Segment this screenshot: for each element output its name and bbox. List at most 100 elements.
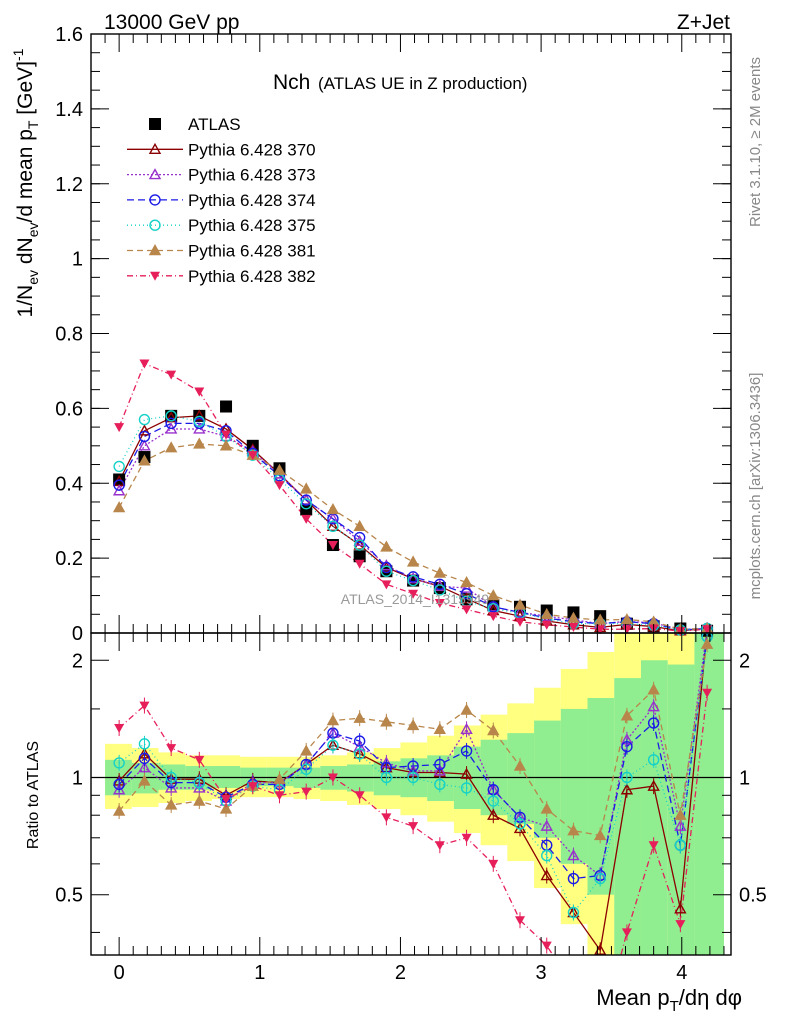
main-point-p375 [380,565,393,577]
ratio-line-p375 [118,636,708,914]
main-point-p381 [138,454,151,466]
ratio-point-p381 [112,804,126,816]
ratio-point-p382 [515,916,526,926]
main-point-p382 [488,612,499,622]
axes: 0 0.2 0.4 0.6 0.8 1 1.2 1.4 1.6 0 1 2 3 4 0.5 0.5 1 1 2 2 [55,24,767,984]
legend-marker-p374 [149,194,161,206]
legend-label-data: ATLAS [188,115,241,134]
ratio-point-p382 [488,859,499,869]
ratio-point-p375 [407,771,419,784]
ratio-point-p381 [487,724,500,736]
series-markers [112,359,714,637]
ratio-point-p375 [541,849,553,862]
main-line-p373 [118,428,708,631]
legend-marker-p382 [150,271,160,281]
ratio-point-p381 [567,824,580,836]
ratio-point-p370 [540,869,553,881]
main-point-p382 [381,580,392,590]
ratio-point-p375 [327,739,339,751]
x-tick-label: 3 [536,962,547,984]
main-point-p382 [301,514,312,524]
watermark: ATLAS_2014_I1315949 [341,591,490,607]
main-point-p374 [407,571,419,583]
band-inner-bin [587,698,615,895]
plot-title: Nch [273,71,310,94]
legend-marker-data [149,118,161,130]
ratio-point-p382 [221,795,232,805]
main-point-p375 [434,584,446,596]
main-point-p373 [380,559,393,571]
main-point-p381 [219,439,233,451]
ratio-point-p381 [620,709,634,721]
ratio-point-p374 [113,778,125,791]
main-point-p382 [139,359,150,369]
main-point-p375 [353,539,366,551]
legend-marker-p373 [148,168,162,180]
ratio-point-p375 [138,738,151,750]
ratio-point-p375 [487,795,499,807]
main-line-p381 [118,443,708,630]
ratio-point-p373 [567,849,580,861]
main-point-p373 [460,581,473,593]
ratio-point-p373 [540,819,553,831]
ratio-point-p381 [193,794,206,806]
ratio-point-p382 [648,841,659,851]
ratio-point-p375 [567,906,580,919]
main-point-p373 [487,600,500,612]
ratio-y-tick-label-right: 1 [739,767,750,789]
main-point-p382 [274,481,285,491]
side-mcplots-label: mcplots.cern.ch [arXiv:1306.3436] [747,373,764,600]
main-point-p370 [326,519,340,532]
ratio-point-p381 [406,719,420,731]
main-point-p375 [300,498,312,510]
main-y-tick-label: 1.2 [55,174,83,196]
ratio-point-p373 [647,700,660,712]
ratio-point-p374 [647,717,660,729]
ratio-point-p374 [434,758,446,771]
plot-subtitle: (ATLAS UE in Z production) [318,74,527,93]
main-point-p370 [164,411,178,423]
band-inner-bin [427,755,454,802]
side-rivet-label: Rivet 3.1.10, ≥ 2M events [747,57,764,227]
main-point-p381 [326,503,340,515]
main-point-p370 [138,424,151,436]
ratio-point-p375 [193,776,206,789]
ratio-point-p375 [647,754,660,766]
ratio-point-p381 [593,828,607,841]
main-y-axis-label: 1/Nev dNev/d mean pT [GeV]-1 [10,48,41,317]
main-y-tick-label: 0 [72,623,83,645]
main-y-tick-label: 0.8 [55,324,83,346]
legend-label-p370: Pythia 6.428 370 [188,140,316,159]
main-y-tick-label: 0.6 [55,398,83,420]
ratio-point-p373 [138,761,151,773]
ratio-point-p375 [353,748,366,760]
ratio-point-p382 [354,791,365,801]
main-point-p382 [568,623,579,633]
main-point-p375 [165,410,177,422]
legend-marker-p381 [148,244,162,256]
ratio-point-p381 [513,759,527,771]
ratio-point-p373 [674,819,687,831]
ratio-point-p382 [166,744,177,754]
main-point-p381 [460,576,473,588]
main-point-p382 [434,599,445,609]
main-y-tick-label: 1 [72,249,83,271]
main-point-p374 [300,494,312,506]
main-point-p382 [247,451,258,461]
main-point-p381 [300,482,313,494]
ratio-point-p382 [247,782,258,792]
ratio-point-p382 [194,755,205,765]
ratio-point-p382 [675,920,686,930]
ratio-point-p381 [700,637,714,649]
ratio-y-tick-label-right: 2 [739,650,750,672]
main-point-p381 [164,441,178,453]
main-point-p381 [487,589,500,601]
main-point-p375 [138,413,151,426]
main-point-p382 [461,605,472,615]
ratio-point-p381 [273,772,286,784]
legend-label-p381: Pythia 6.428 381 [188,242,316,261]
main-plot-frame [90,33,732,634]
main-y-tick-label: 1.4 [55,99,83,121]
ratio-point-p375 [165,771,177,784]
